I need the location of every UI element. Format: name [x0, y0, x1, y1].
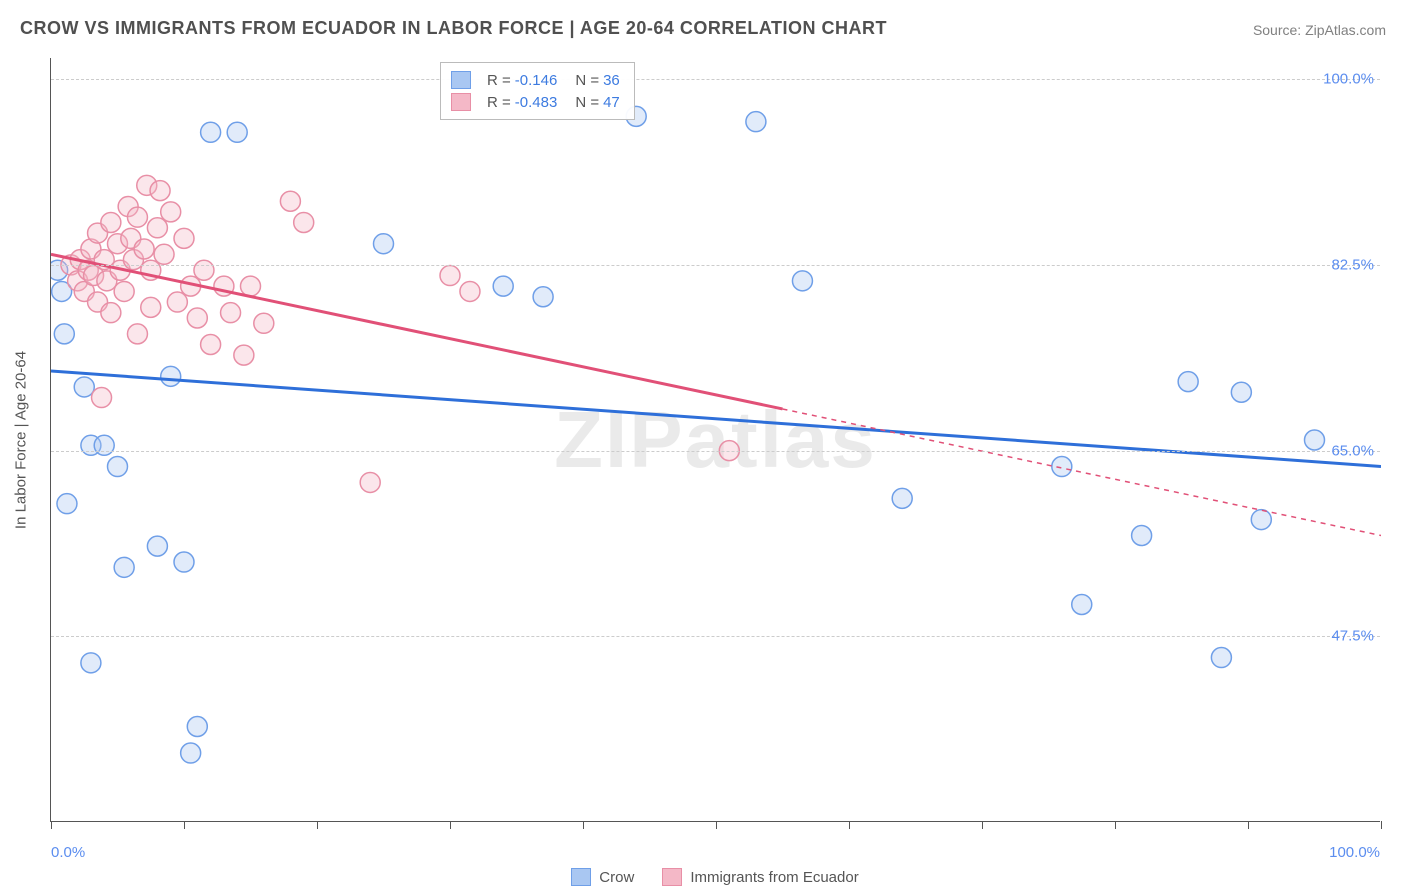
crow-point: [94, 435, 114, 455]
ecuador-point: [101, 303, 121, 323]
y-tick-label: 47.5%: [1331, 628, 1382, 645]
crow-point: [201, 122, 221, 142]
legend-swatch: [662, 868, 682, 886]
x-tick: [849, 821, 850, 829]
crow-point: [1231, 382, 1251, 402]
ecuador-point: [141, 297, 161, 317]
source-label: Source:: [1253, 22, 1305, 38]
ecuador-point: [92, 388, 112, 408]
crow-point: [81, 653, 101, 673]
legend-swatch: [451, 93, 471, 111]
ecuador-point: [221, 303, 241, 323]
crow-point: [187, 717, 207, 737]
ecuador-trendline: [51, 254, 783, 409]
crow-point: [147, 536, 167, 556]
legend-swatch: [451, 71, 471, 89]
crow-point: [57, 494, 77, 514]
ecuador-point: [360, 472, 380, 492]
ecuador-point: [127, 207, 147, 227]
y-axis-title: In Labor Force | Age 20-64: [13, 350, 30, 528]
corr-legend-text: R =-0.483N =47: [481, 94, 620, 111]
ecuador-point: [294, 212, 314, 232]
ecuador-point: [254, 313, 274, 333]
series-legend: Crow Immigrants from Ecuador: [50, 868, 1380, 886]
crow-point: [1251, 510, 1271, 530]
crow-point: [54, 324, 74, 344]
x-axis-label: 100.0%: [1329, 844, 1380, 861]
chart-title: CROW VS IMMIGRANTS FROM ECUADOR IN LABOR…: [20, 18, 887, 39]
ecuador-point: [460, 281, 480, 301]
x-tick: [583, 821, 584, 829]
x-tick: [317, 821, 318, 829]
ecuador-point: [150, 181, 170, 201]
crow-point: [1132, 526, 1152, 546]
ecuador-point: [134, 239, 154, 259]
x-tick: [184, 821, 185, 829]
crow-point: [892, 488, 912, 508]
series-legend-item-ecuador: Immigrants from Ecuador: [662, 868, 858, 886]
ecuador-point: [187, 308, 207, 328]
ecuador-point: [234, 345, 254, 365]
crow-point: [1178, 372, 1198, 392]
corr-legend-row-crow: R =-0.146N =36: [451, 69, 620, 91]
source-attribution: Source: ZipAtlas.com: [1253, 22, 1386, 38]
ecuador-point: [194, 260, 214, 280]
gridline: [51, 451, 1380, 452]
crow-point: [74, 377, 94, 397]
crow-point: [1305, 430, 1325, 450]
x-tick: [1381, 821, 1382, 829]
ecuador-point: [154, 244, 174, 264]
ecuador-point: [174, 228, 194, 248]
plot-svg: [51, 58, 1381, 822]
x-tick: [1115, 821, 1116, 829]
crow-point: [108, 457, 128, 477]
legend-swatch: [571, 868, 591, 886]
crow-point: [181, 743, 201, 763]
ecuador-point: [280, 191, 300, 211]
ecuador-point: [440, 266, 460, 286]
gridline: [51, 265, 1380, 266]
crow-point: [1211, 648, 1231, 668]
y-tick-label: 100.0%: [1323, 71, 1382, 88]
crow-point: [114, 557, 134, 577]
corr-legend-row-ecuador: R =-0.483N =47: [451, 91, 620, 113]
crow-point: [174, 552, 194, 572]
ecuador-point: [127, 324, 147, 344]
ecuador-point: [167, 292, 187, 312]
x-tick: [450, 821, 451, 829]
crow-point: [1052, 457, 1072, 477]
x-axis-label: 0.0%: [51, 844, 85, 861]
crow-point: [533, 287, 553, 307]
ecuador-point: [147, 218, 167, 238]
crow-point: [227, 122, 247, 142]
series-legend-item-crow: Crow: [571, 868, 634, 886]
crow-point: [161, 366, 181, 386]
correlation-legend: R =-0.146N =36 R =-0.483N =47: [440, 62, 635, 120]
plot-area: In Labor Force | Age 20-64 ZIPatlas 100.…: [50, 58, 1380, 822]
chart-page: CROW VS IMMIGRANTS FROM ECUADOR IN LABOR…: [0, 0, 1406, 892]
crow-point: [493, 276, 513, 296]
series-legend-label: Immigrants from Ecuador: [690, 869, 858, 886]
x-tick: [716, 821, 717, 829]
x-tick: [982, 821, 983, 829]
corr-legend-text: R =-0.146N =36: [481, 72, 620, 89]
x-tick: [51, 821, 52, 829]
series-legend-label: Crow: [599, 869, 634, 886]
gridline: [51, 636, 1380, 637]
ecuador-point: [101, 212, 121, 232]
y-tick-label: 65.0%: [1331, 442, 1382, 459]
x-tick: [1248, 821, 1249, 829]
ecuador-point: [114, 281, 134, 301]
y-tick-label: 82.5%: [1331, 256, 1382, 273]
source-value: ZipAtlas.com: [1305, 22, 1386, 38]
ecuador-point: [201, 335, 221, 355]
crow-point: [1072, 594, 1092, 614]
crow-point: [746, 112, 766, 132]
gridline: [51, 79, 1380, 80]
crow-point: [792, 271, 812, 291]
ecuador-point: [241, 276, 261, 296]
ecuador-point: [161, 202, 181, 222]
ecuador-trendline-extrapolated: [783, 409, 1382, 536]
crow-point: [374, 234, 394, 254]
